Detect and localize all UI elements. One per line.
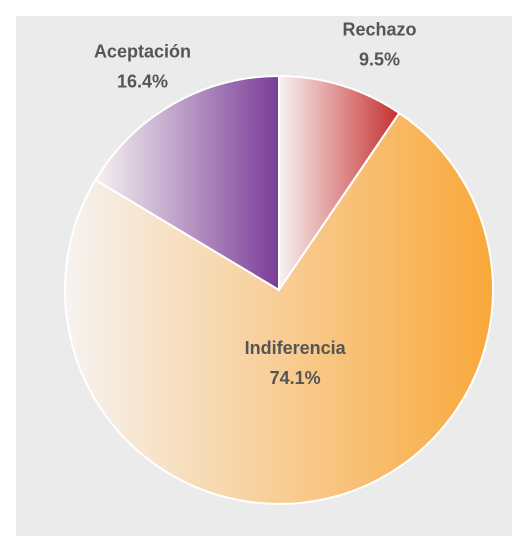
pie-slice xyxy=(94,74,280,292)
pie-slice xyxy=(64,111,494,505)
slice-label: Rechazo xyxy=(342,19,416,39)
slice-value-label: 74.1% xyxy=(270,368,321,388)
pie-slice xyxy=(278,74,401,294)
slice-value-label: 16.4% xyxy=(117,71,168,91)
slice-label: Indiferencia xyxy=(245,338,347,358)
slice-value-label: 9.5% xyxy=(359,49,400,69)
slice-label: Aceptación xyxy=(94,41,191,61)
